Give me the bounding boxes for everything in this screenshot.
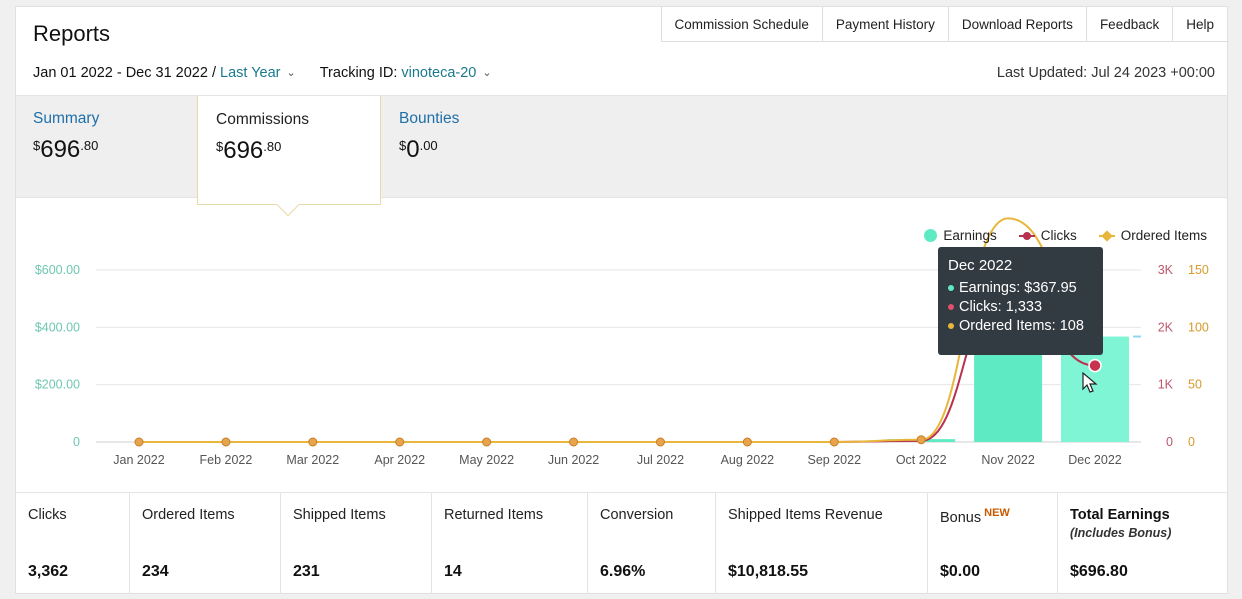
earnings-chart: 0 $200.00 $400.00 $600.00 0 1K 2K 3K 0 50 100 150 Ja…: [16, 199, 1227, 491]
summary-band: Summary $696.80 Commissions $696.80 Boun…: [16, 95, 1227, 217]
data-point-marker: [655, 437, 665, 447]
new-badge: NEW: [984, 507, 1010, 519]
data-point-marker: [829, 437, 839, 447]
x-tick-label: Aug 2022: [721, 453, 775, 467]
tooltip-ordered: Ordered Items: 108: [959, 318, 1084, 334]
stat-returned-items: Returned Items 14: [432, 493, 588, 594]
data-point-marker: [134, 437, 144, 447]
data-point-marker: [482, 437, 492, 447]
commission-schedule-button[interactable]: Commission Schedule: [662, 7, 823, 41]
x-tick-label: Feb 2022: [199, 453, 252, 467]
tab-bounties[interactable]: Bounties $0.00: [399, 96, 459, 197]
commissions-amount: $696.80: [216, 137, 282, 164]
y-right-ordered-tick-label: 150: [1188, 263, 1209, 277]
y-right-ordered-tick-label: 0: [1188, 435, 1195, 449]
mouse-pointer-icon: [1082, 372, 1098, 393]
legend-clicks[interactable]: Clicks: [1018, 228, 1077, 243]
tab-commissions-label[interactable]: Commissions: [216, 111, 310, 128]
y-right-ordered-tick-label: 100: [1188, 320, 1209, 334]
date-range: Jan 01 2022 - Dec 31 2022 /: [33, 65, 221, 81]
y-left-tick-label: $400.00: [35, 320, 80, 334]
report-filters: Jan 01 2022 - Dec 31 2022 / Last Year ⌄ Tr…: [33, 65, 516, 81]
download-reports-button[interactable]: Download Reports: [949, 7, 1087, 41]
x-tick-label: Oct 2022: [896, 453, 947, 467]
tooltip-title: Dec 2022: [948, 257, 1013, 274]
stat-shipped-revenue: Shipped Items Revenue $10,818.55: [716, 493, 928, 594]
chart-legend: Earnings Clicks Ordered Items: [924, 228, 1207, 243]
stat-total-earnings: Total Earnings (Includes Bonus) $696.80: [1070, 507, 1172, 580]
data-point-marker: [916, 435, 926, 445]
y-left-tick-label: $600.00: [35, 263, 80, 277]
x-tick-label: Jun 2022: [548, 453, 599, 467]
tab-commissions[interactable]: Commissions $696.80: [197, 96, 381, 217]
y-right-clicks-tick-label: 1K: [1158, 378, 1174, 392]
earnings-dot-icon: [948, 285, 954, 291]
earnings-dot-icon: [924, 229, 938, 242]
tooltip-earnings: Earnings: $367.95: [959, 280, 1077, 296]
stat-clicks: Clicks 3,362: [16, 493, 130, 594]
clicks-dot-icon: [948, 304, 954, 310]
tracking-id-dropdown[interactable]: vinoteca-20: [401, 65, 477, 81]
tooltip-clicks: Clicks: 1,333: [959, 299, 1043, 315]
x-tick-label: Jul 2022: [637, 453, 684, 467]
feedback-button[interactable]: Feedback: [1087, 7, 1174, 41]
x-tick-label: Mar 2022: [286, 453, 339, 467]
y-right-ordered-tick-label: 50: [1188, 378, 1202, 392]
legend-earnings[interactable]: Earnings: [924, 228, 997, 243]
x-tick-label: Jan 2022: [113, 453, 164, 467]
bounties-amount: $0.00: [399, 136, 438, 163]
last-updated: Last Updated: Jul 24 2023 +00:00: [996, 65, 1215, 81]
top-nav: Commission Schedule Payment History Down…: [660, 7, 1227, 42]
tab-bounties-label[interactable]: Bounties: [399, 110, 460, 127]
stat-shipped-items: Shipped Items 231: [281, 493, 432, 594]
payment-history-button[interactable]: Payment History: [823, 7, 949, 41]
clicks-highlight-point: [1088, 358, 1102, 373]
chart-tooltip: Dec 2022 Earnings: $367.95 Clicks: 1,333…: [938, 247, 1103, 355]
y-right-clicks-tick-label: 3K: [1158, 263, 1174, 277]
chart-canvas: 0 $200.00 $400.00 $600.00 0 1K 2K 3K 0 50 100 150 Ja…: [35, 217, 1209, 467]
summary-amount: $696.80: [33, 136, 99, 163]
chevron-down-icon[interactable]: ⌄: [482, 67, 492, 79]
ordered-marker-icon: [1098, 231, 1115, 241]
legend-ordered-items[interactable]: Ordered Items: [1098, 228, 1207, 243]
data-point-marker: [395, 437, 405, 447]
data-point-marker: [221, 437, 231, 447]
earnings-bar: [974, 351, 1043, 442]
stats-row: Clicks 3,362 Ordered Items 234 Shipped I…: [16, 492, 1227, 594]
y-right-clicks-tick-label: 0: [1166, 435, 1173, 449]
x-tick-label: Apr 2022: [374, 453, 425, 467]
y-right-clicks-tick-label: 2K: [1158, 320, 1174, 334]
chevron-down-icon[interactable]: ⌄: [286, 67, 296, 79]
data-point-marker: [742, 437, 752, 447]
stat-conversion: Conversion 6.96%: [588, 493, 716, 594]
period-dropdown[interactable]: Last Year: [220, 65, 281, 81]
stat-ordered-items: Ordered Items 234: [130, 493, 281, 594]
x-tick-label: May 2022: [459, 453, 514, 467]
x-tick-label: Sep 2022: [808, 453, 862, 467]
x-tick-label: Dec 2022: [1068, 453, 1122, 467]
ordered-dot-icon: [948, 323, 954, 329]
tracking-label: Tracking ID:: [319, 65, 402, 81]
reports-card: Reports Commission Schedule Payment Hist…: [15, 6, 1228, 594]
tab-summary-label[interactable]: Summary: [33, 110, 100, 127]
page-title: Reports: [33, 21, 111, 46]
data-point-marker: [569, 437, 579, 447]
stat-bonus: Bonus NEW $0.00: [928, 493, 1058, 594]
help-button[interactable]: Help: [1186, 17, 1214, 32]
clicks-marker-icon: [1018, 231, 1035, 241]
x-tick-label: Nov 2022: [981, 453, 1035, 467]
tab-summary[interactable]: Summary $696.80: [33, 96, 99, 197]
data-point-marker: [308, 437, 318, 447]
y-left-tick-label: 0: [73, 435, 80, 449]
y-left-tick-label: $200.00: [35, 378, 80, 392]
